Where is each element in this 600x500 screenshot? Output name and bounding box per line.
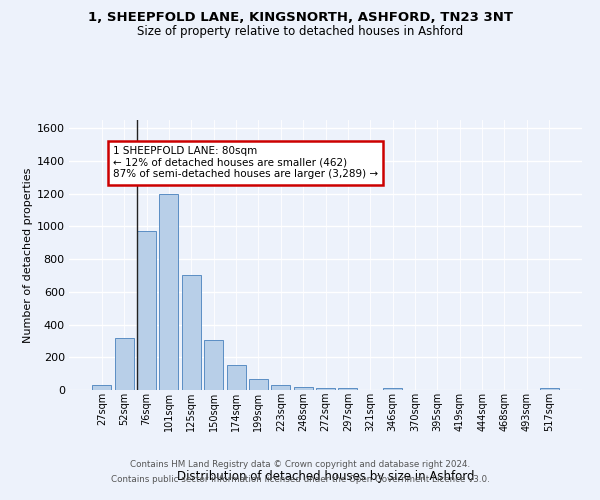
Text: Contains HM Land Registry data © Crown copyright and database right 2024.: Contains HM Land Registry data © Crown c… <box>130 460 470 469</box>
Bar <box>338 388 358 390</box>
Text: Contains public sector information licensed under the Open Government Licence v3: Contains public sector information licen… <box>110 475 490 484</box>
Y-axis label: Number of detached properties: Number of detached properties <box>23 168 32 342</box>
Bar <box>316 388 335 390</box>
Bar <box>227 364 245 390</box>
Bar <box>293 386 313 390</box>
Bar <box>160 194 178 390</box>
Text: 1, SHEEPFOLD LANE, KINGSNORTH, ASHFORD, TN23 3NT: 1, SHEEPFOLD LANE, KINGSNORTH, ASHFORD, … <box>88 11 512 24</box>
Bar <box>204 340 223 390</box>
Bar <box>137 232 156 390</box>
Text: 1 SHEEPFOLD LANE: 80sqm
← 12% of detached houses are smaller (462)
87% of semi-d: 1 SHEEPFOLD LANE: 80sqm ← 12% of detache… <box>113 146 378 180</box>
Bar <box>383 388 402 390</box>
Bar <box>92 385 112 390</box>
Bar <box>249 378 268 390</box>
Bar <box>539 388 559 390</box>
Text: Size of property relative to detached houses in Ashford: Size of property relative to detached ho… <box>137 25 463 38</box>
Bar <box>271 386 290 390</box>
Bar <box>182 276 201 390</box>
Bar <box>115 338 134 390</box>
X-axis label: Distribution of detached houses by size in Ashford: Distribution of detached houses by size … <box>177 470 474 483</box>
